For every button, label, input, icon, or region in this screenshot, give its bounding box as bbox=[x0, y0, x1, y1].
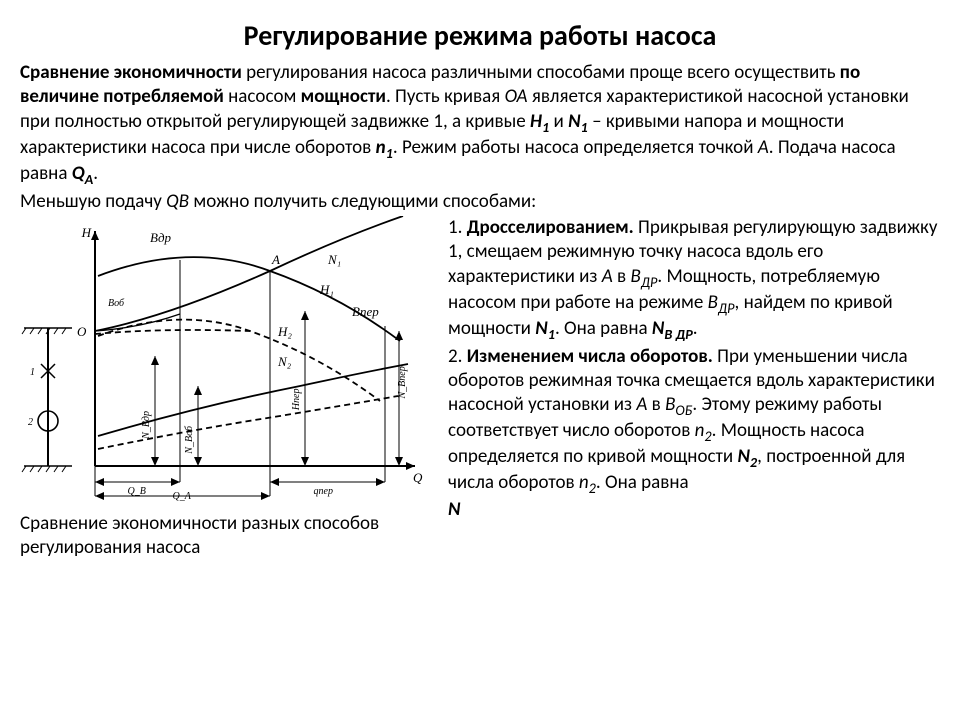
svg-text:1: 1 bbox=[30, 367, 35, 378]
t: 1 bbox=[548, 325, 555, 343]
svg-text:Bоб: Bоб bbox=[108, 298, 125, 309]
t: . Режим работы насоса определяется точко… bbox=[393, 136, 758, 159]
t: Меньшую подачу bbox=[20, 190, 166, 213]
t: Сравнение экономичности bbox=[20, 61, 242, 84]
right-column: 1. Дросселированием. Прикрывая регулирую… bbox=[448, 216, 940, 579]
page: Регулирование режима работы насоса Сравн… bbox=[0, 0, 960, 720]
diagram-caption: Сравнение экономичности разных способов … bbox=[20, 512, 430, 560]
t: А bbox=[758, 136, 769, 159]
t: N bbox=[568, 110, 580, 133]
t: n bbox=[695, 419, 705, 442]
pump-diagram: H Q O N₁ H₁ Bпер H₂ N₂ Bдр A Bоб Q_B Q_A qпер N_Bдр N_B… bbox=[20, 216, 430, 506]
t: в bbox=[613, 265, 631, 288]
svg-text:Q: Q bbox=[413, 470, 423, 485]
t: в bbox=[647, 393, 665, 416]
t: ОА bbox=[505, 85, 528, 108]
t: N bbox=[448, 498, 460, 521]
t: n bbox=[579, 471, 589, 494]
t: Q bbox=[72, 162, 85, 185]
svg-text:Bдр: Bдр bbox=[150, 230, 172, 245]
svg-text:2: 2 bbox=[28, 417, 33, 428]
t: N bbox=[652, 317, 664, 340]
t: 1 bbox=[581, 117, 588, 135]
t: мощности bbox=[301, 85, 386, 108]
svg-text:H₁: H₁ bbox=[319, 282, 334, 297]
t: ОБ bbox=[675, 401, 692, 419]
t: Изменением числа оборотов. bbox=[467, 345, 713, 368]
method2-paragraph: 2. Изменением числа оборотов. При уменьш… bbox=[448, 345, 940, 522]
two-column-area: H Q O N₁ H₁ Bпер H₂ N₂ Bдр A Bоб Q_B Q_A qпер N_Bдр N_B… bbox=[20, 216, 940, 579]
svg-text:Hпер: Hпер bbox=[291, 389, 302, 412]
t: 2. bbox=[448, 345, 467, 368]
t: 2 bbox=[704, 427, 711, 445]
intro2-paragraph: Меньшую подачу QВ можно получить следующ… bbox=[20, 190, 940, 214]
t: 2 bbox=[589, 479, 596, 497]
t: 1. bbox=[448, 216, 467, 239]
svg-text:O: O bbox=[77, 324, 87, 339]
t: . Она равна bbox=[596, 471, 689, 494]
t: . Пусть кривая bbox=[386, 85, 505, 108]
svg-text:A: A bbox=[271, 252, 280, 267]
svg-text:N_Bоб: N_Bоб bbox=[184, 425, 195, 455]
svg-text:N₂: N₂ bbox=[277, 354, 292, 369]
page-title: Регулирование режима работы насоса bbox=[20, 18, 940, 53]
t: насосом bbox=[224, 85, 301, 108]
t: ДР bbox=[641, 272, 658, 290]
t: Н bbox=[530, 110, 542, 133]
t: А bbox=[602, 265, 613, 288]
svg-text:N_Bдр: N_Bдр bbox=[141, 411, 152, 440]
t: N bbox=[535, 317, 547, 340]
svg-text:H: H bbox=[81, 225, 92, 240]
t: А bbox=[85, 169, 94, 187]
svg-text:Bпер: Bпер bbox=[352, 304, 379, 319]
t: Дросселированием. bbox=[467, 216, 634, 239]
method1-paragraph: 1. Дросселированием. Прикрывая регулирую… bbox=[448, 216, 940, 343]
left-column: H Q O N₁ H₁ Bпер H₂ N₂ Bдр A Bоб Q_B Q_A qпер N_Bдр N_B… bbox=[20, 216, 430, 579]
t: 1 bbox=[386, 143, 393, 161]
t: В bbox=[630, 265, 640, 288]
t: В bbox=[665, 393, 675, 416]
t: В bbox=[708, 291, 718, 314]
t: А bbox=[636, 393, 647, 416]
t: n bbox=[376, 136, 386, 159]
svg-text:N₁: N₁ bbox=[327, 252, 341, 267]
svg-text:Q_A: Q_A bbox=[173, 491, 192, 502]
t: регулирования насоса различными способам… bbox=[242, 61, 840, 84]
svg-text:Q_B: Q_B bbox=[128, 486, 146, 497]
svg-text:H₂: H₂ bbox=[277, 324, 292, 339]
intro-paragraph: Сравнение экономичности регулирования на… bbox=[20, 61, 940, 188]
t: можно получить следующими способами: bbox=[189, 190, 536, 213]
svg-text:qпер: qпер bbox=[314, 486, 333, 497]
t: ДР bbox=[718, 298, 735, 316]
svg-text:N_Bпер: N_Bпер bbox=[397, 366, 408, 399]
t: В ДР bbox=[664, 325, 692, 343]
t: . bbox=[93, 162, 98, 185]
t: . bbox=[693, 317, 698, 340]
t: и bbox=[549, 110, 568, 133]
t: QВ bbox=[166, 190, 189, 213]
t: N bbox=[737, 445, 749, 468]
t: . Она равна bbox=[555, 317, 652, 340]
